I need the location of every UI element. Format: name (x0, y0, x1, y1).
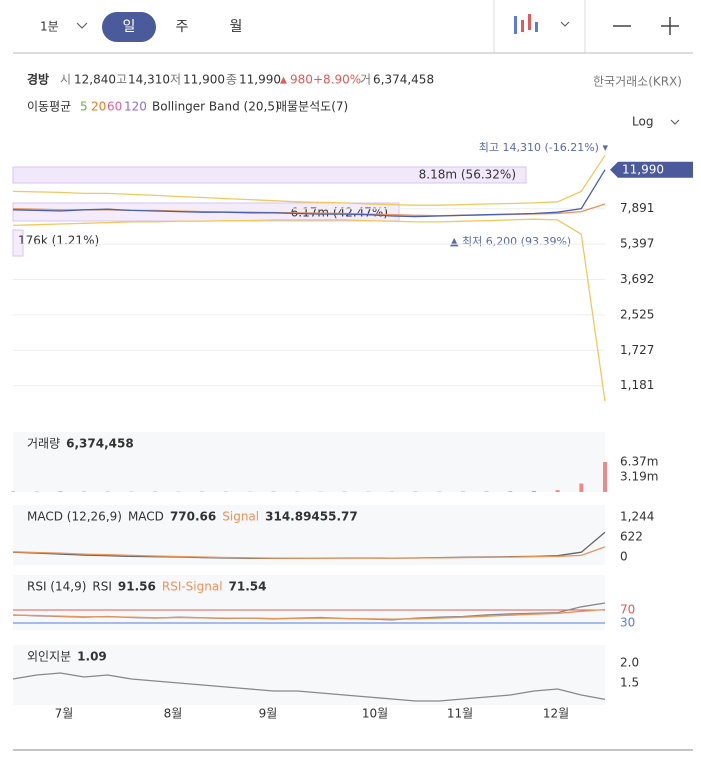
y-tick-label: 1,727 (620, 343, 654, 357)
change: 980 (290, 73, 313, 87)
panel-label: RSI-Signal (162, 580, 223, 594)
tab[interactable]: 주 (176, 19, 189, 35)
volume-bar (556, 490, 560, 492)
stock-name: 경방 (27, 72, 49, 87)
y-tick-label: 30 (620, 616, 635, 630)
ma-label: 이동평균 (27, 100, 71, 114)
annotations: 최고 14,310 (-16.21%) ▾ 8.18m (56.32%) 6.1… (18, 141, 608, 248)
y-tick-label: 1,181 (620, 378, 654, 392)
label: 저 (170, 73, 181, 87)
panel-label: 거래량 (27, 437, 60, 451)
zoom-in[interactable] (661, 17, 679, 35)
toolbar: 1분 일 주 월 (13, 0, 693, 53)
chevron[interactable] (561, 22, 569, 26)
panel-label: 314.89455.77 (265, 510, 358, 524)
ma-period: 120 (124, 100, 147, 114)
chart-type-icon[interactable] (514, 14, 538, 34)
volume-bar (579, 484, 583, 492)
label: 시 (60, 73, 71, 87)
chevron (77, 23, 87, 28)
label: 종 (226, 73, 237, 87)
volume-bar (485, 491, 489, 492)
bollinger: Bollinger Band (20,5) (152, 100, 280, 114)
y-tick-label: 1.5 (620, 676, 639, 690)
panel-label: Signal (222, 510, 259, 524)
price-tag-label: 11,990 (622, 162, 664, 176)
volume-bar (532, 491, 536, 492)
panel-label: 91.56 (118, 580, 156, 594)
x-tick-label: 9월 (259, 707, 278, 721)
panel-label: 6,374,458 (66, 437, 134, 451)
y-tick-label: 2,525 (620, 307, 654, 321)
quote: 경방 시 12,840 고 14,310 저 11,900 종 11,990 ▲… (27, 72, 682, 129)
x-tick-label: 12월 (543, 707, 569, 721)
y-tick-label: 3.19m (620, 469, 658, 483)
chevron[interactable] (671, 120, 679, 124)
change-sign: ▲ (280, 76, 287, 86)
exchange: 한국거래소(KRX) (593, 75, 682, 89)
panel-label: MACD (12,26,9) (27, 510, 122, 524)
open: 12,840 (74, 73, 116, 87)
y-tick-label: 6.37m (620, 455, 658, 469)
y-tick-label: 1,244 (620, 509, 654, 523)
tab[interactable]: 일 (123, 19, 136, 35)
x-tick-label: 8월 (164, 707, 183, 721)
ma-period: 60 (107, 100, 122, 114)
volume-bar (58, 491, 62, 492)
high: 14,310 (128, 73, 170, 87)
label: 거 (360, 73, 371, 87)
panel-label: MACD (128, 510, 164, 524)
panel-label: RSI (14,9) (27, 580, 86, 594)
y-tick-label: 0 (620, 549, 628, 563)
y-tick-label: 70 (620, 603, 635, 617)
volume-bar (508, 491, 512, 492)
panel-label: 외인지분 (27, 650, 71, 664)
interval-select[interactable]: 1분 (40, 20, 59, 34)
profile-label: 176k (1.21%) (18, 234, 99, 248)
panel-label: 770.66 (170, 510, 216, 524)
tab[interactable]: 월 (230, 19, 243, 35)
x-tick-label: 10월 (362, 707, 388, 721)
panel-label: 1.09 (77, 650, 107, 664)
low: 11,900 (183, 73, 225, 87)
change-pct: +8.90% (313, 73, 361, 87)
ma-period: 5 (80, 100, 88, 114)
y-tick-label: 3,692 (620, 272, 654, 286)
y-tick-label: 2.0 (620, 656, 639, 670)
high-annotation: 최고 14,310 (-16.21%) ▾ (479, 141, 609, 154)
volume: 6,374,458 (373, 73, 434, 87)
close: 11,990 (239, 73, 281, 87)
months: 7월 8월 9월 10월 11월 12월 (55, 707, 570, 721)
volume-bar (11, 491, 15, 492)
low-annotation: ▲ 최저 6,200 (93.39%) (450, 235, 571, 248)
volume-bar (603, 462, 607, 492)
panel-label: RSI (92, 580, 112, 594)
panel-label: 71.54 (229, 580, 267, 594)
y-tick-label: 622 (620, 529, 643, 543)
y-tick-label: 5,397 (620, 237, 654, 251)
x-tick-label: 7월 (55, 707, 74, 721)
label: 고 (116, 73, 127, 87)
scale-mode[interactable]: Log (632, 115, 653, 129)
x-tick-label: 11월 (447, 707, 473, 721)
y-tick-label: 7,891 (620, 201, 654, 215)
volume-profile: 매물분석도(7) (276, 100, 348, 114)
ma-period: 20 (91, 100, 106, 114)
profile-label: 8.18m (56.32%) (419, 168, 516, 182)
